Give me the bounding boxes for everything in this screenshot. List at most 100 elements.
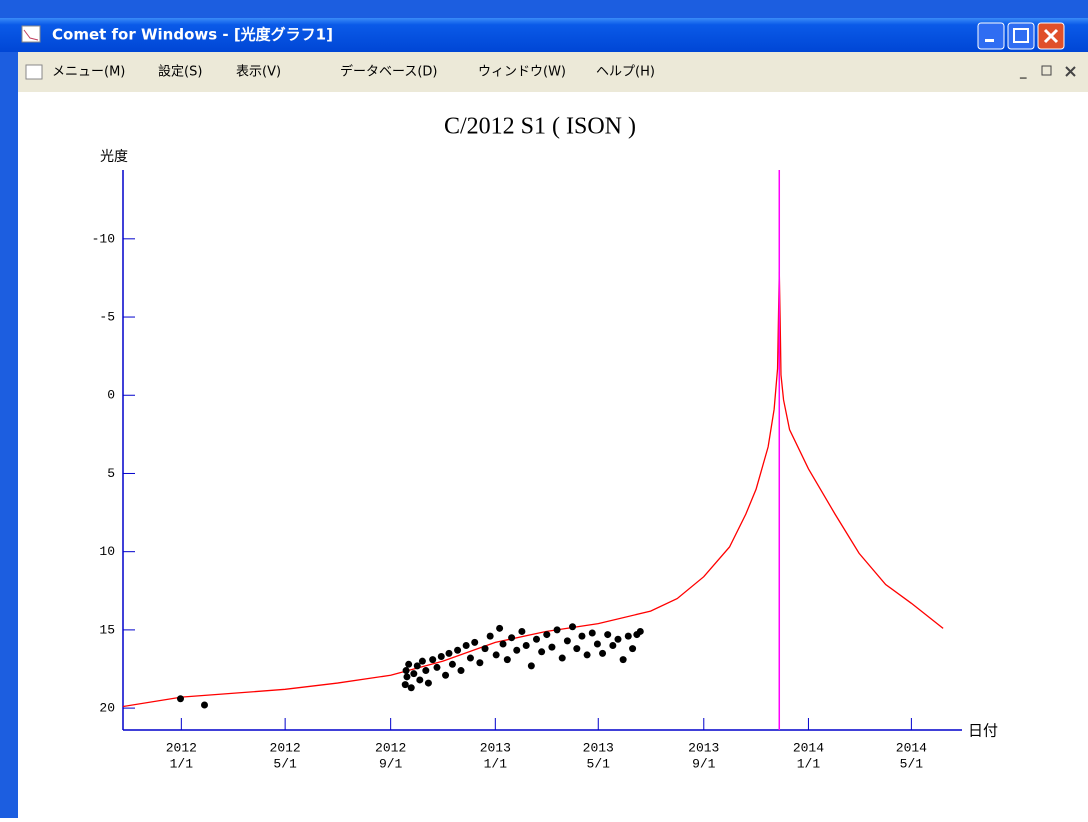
chart-title: C/2012 S1 ( ISON ) [444, 114, 636, 140]
x-tick-label: 2014 [896, 740, 927, 755]
observation [496, 624, 504, 632]
x-tick-label: 9/1 [692, 756, 716, 771]
menu-item[interactable]: 表示(V) [236, 65, 281, 80]
title-bar [0, 18, 1088, 52]
observation [424, 679, 432, 687]
observation [578, 632, 586, 640]
plot: -10-50510152020121/120125/120129/120131/… [92, 170, 962, 771]
observation [624, 632, 632, 640]
observation [433, 663, 441, 671]
mdi-restore[interactable] [1041, 65, 1052, 76]
observation [466, 654, 474, 662]
window-title: Comet for Windows - [光度グラフ1] [52, 26, 333, 44]
observation [629, 645, 637, 653]
observation [176, 695, 184, 703]
observation [553, 626, 561, 634]
observation [527, 662, 535, 670]
x-tick-label: 2013 [480, 740, 511, 755]
observation [410, 670, 418, 678]
observation [522, 642, 530, 650]
observation [583, 651, 591, 659]
observation [200, 701, 208, 709]
y-axis-label: 光度 [100, 149, 128, 165]
menu: メニュー(M) 設定(S) 表示(V) データベース(D) ウィンドウ(W) ヘルプ(H) [52, 64, 655, 80]
observation [636, 627, 644, 635]
y-tick-label: 0 [107, 388, 115, 403]
x-tick-label: 2013 [688, 740, 719, 755]
maximize-icon [1013, 28, 1029, 43]
observation [486, 632, 494, 640]
observation [407, 684, 415, 692]
observation [614, 635, 622, 643]
y-tick-label: 5 [107, 466, 115, 481]
observation [413, 662, 421, 670]
observation [471, 638, 479, 646]
mdi-close[interactable] [1065, 66, 1076, 77]
observation [548, 643, 556, 651]
x-tick-label: 2013 [583, 740, 614, 755]
minimize-icon [985, 39, 994, 42]
observation [619, 656, 627, 664]
observation [563, 637, 571, 645]
x-tick-label: 2012 [270, 740, 301, 755]
observation [403, 673, 411, 681]
x-tick-label: 2012 [375, 740, 406, 755]
x-tick-label: 1/1 [170, 756, 194, 771]
observation [429, 656, 437, 664]
y-tick-label: 10 [99, 544, 115, 559]
observation [454, 646, 462, 654]
app-icon [21, 25, 41, 43]
observation [422, 667, 430, 675]
x-tick-label: 1/1 [797, 756, 821, 771]
menu-bar [18, 52, 1088, 92]
y-tick-label: -10 [92, 231, 115, 246]
observation [593, 640, 601, 648]
observation [518, 627, 526, 635]
x-tick-label: 5/1 [900, 756, 924, 771]
x-tick-label: 9/1 [379, 756, 403, 771]
maximize-button[interactable] [1007, 22, 1035, 50]
observation [588, 629, 596, 637]
observation [573, 645, 581, 653]
observation [457, 667, 465, 675]
menu-item[interactable]: メニュー(M) [52, 65, 125, 80]
observation [476, 659, 484, 667]
observation [445, 649, 453, 657]
doc-icon [25, 64, 43, 80]
magnitude-curve [122, 271, 944, 708]
x-tick-label: 5/1 [273, 756, 297, 771]
observation [543, 631, 551, 639]
observation [492, 651, 500, 659]
observation [416, 676, 424, 684]
menu-item[interactable]: データベース(D) [340, 64, 438, 80]
observation [609, 642, 617, 650]
x-axis-label: 日付 [968, 722, 998, 740]
observation [513, 646, 521, 654]
minimize-button[interactable] [977, 22, 1005, 50]
observation [503, 656, 511, 664]
mdi-minimize[interactable]: _ [1019, 65, 1027, 80]
y-tick-label: -5 [99, 309, 115, 324]
observation [402, 667, 410, 675]
menu-item[interactable]: ウィンドウ(W) [478, 65, 566, 80]
y-tick-label: 20 [99, 701, 115, 716]
observation [481, 645, 489, 653]
observation [499, 640, 507, 648]
observation [405, 660, 413, 668]
menu-item[interactable]: 設定(S) [158, 64, 202, 80]
x-tick-label: 5/1 [587, 756, 611, 771]
observation [558, 654, 566, 662]
close-icon [1043, 28, 1059, 44]
observation [604, 631, 612, 639]
observation [418, 657, 426, 665]
x-tick-label: 1/1 [484, 756, 508, 771]
observation [437, 652, 445, 660]
chart-area [18, 92, 1088, 818]
observation [462, 642, 470, 650]
observation [442, 671, 450, 679]
observation [448, 660, 456, 668]
observation [569, 623, 577, 631]
menu-item[interactable]: ヘルプ(H) [596, 65, 655, 80]
y-tick-label: 15 [99, 622, 115, 637]
